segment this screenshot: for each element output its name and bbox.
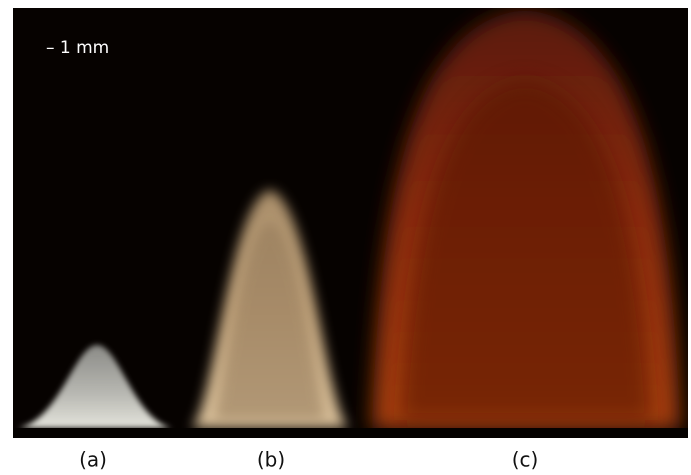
figure: – 1 mm (a) (b) (c) — [0, 0, 691, 475]
panel-label: (c) — [512, 448, 539, 472]
scale-bar: – 1 mm — [46, 38, 109, 58]
base-shadow — [13, 428, 688, 438]
page: – 1 mm (a) (b) (c) (() => { const data =… — [0, 0, 691, 475]
panel-label: (b) — [257, 448, 285, 472]
panel-label: (a) — [79, 448, 107, 472]
